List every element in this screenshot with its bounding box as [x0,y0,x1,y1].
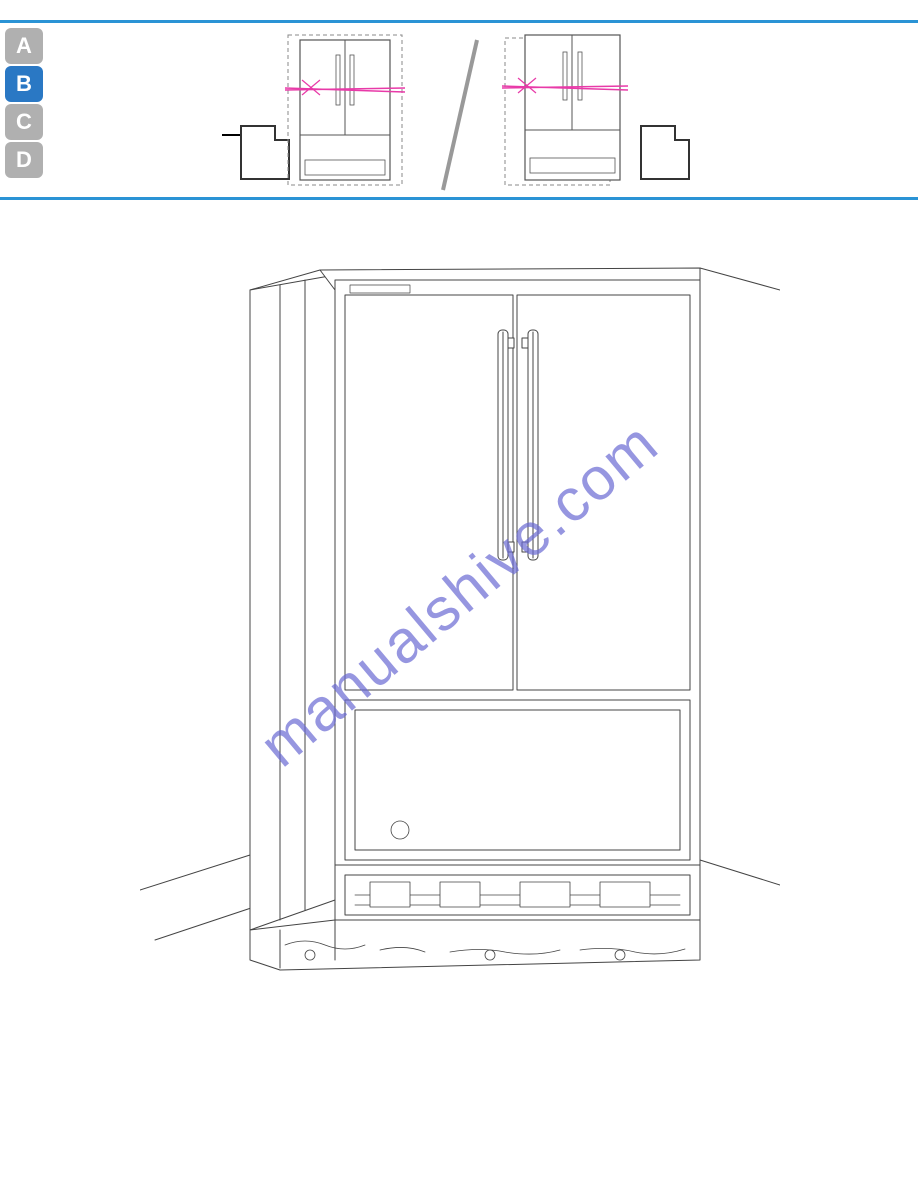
slash-divider-icon [435,35,485,195]
page-icon [640,125,690,180]
section-tabs: A B C D [5,28,43,178]
tab-d[interactable]: D [5,142,43,178]
fridge-proud-thumbnail [500,30,630,190]
tab-b[interactable]: B [5,66,43,102]
selector-diagram [220,30,700,195]
tab-a[interactable]: A [5,28,43,64]
main-fridge-illustration [140,260,780,1040]
fridge-flush-thumbnail [280,30,410,190]
tab-c[interactable]: C [5,104,43,140]
